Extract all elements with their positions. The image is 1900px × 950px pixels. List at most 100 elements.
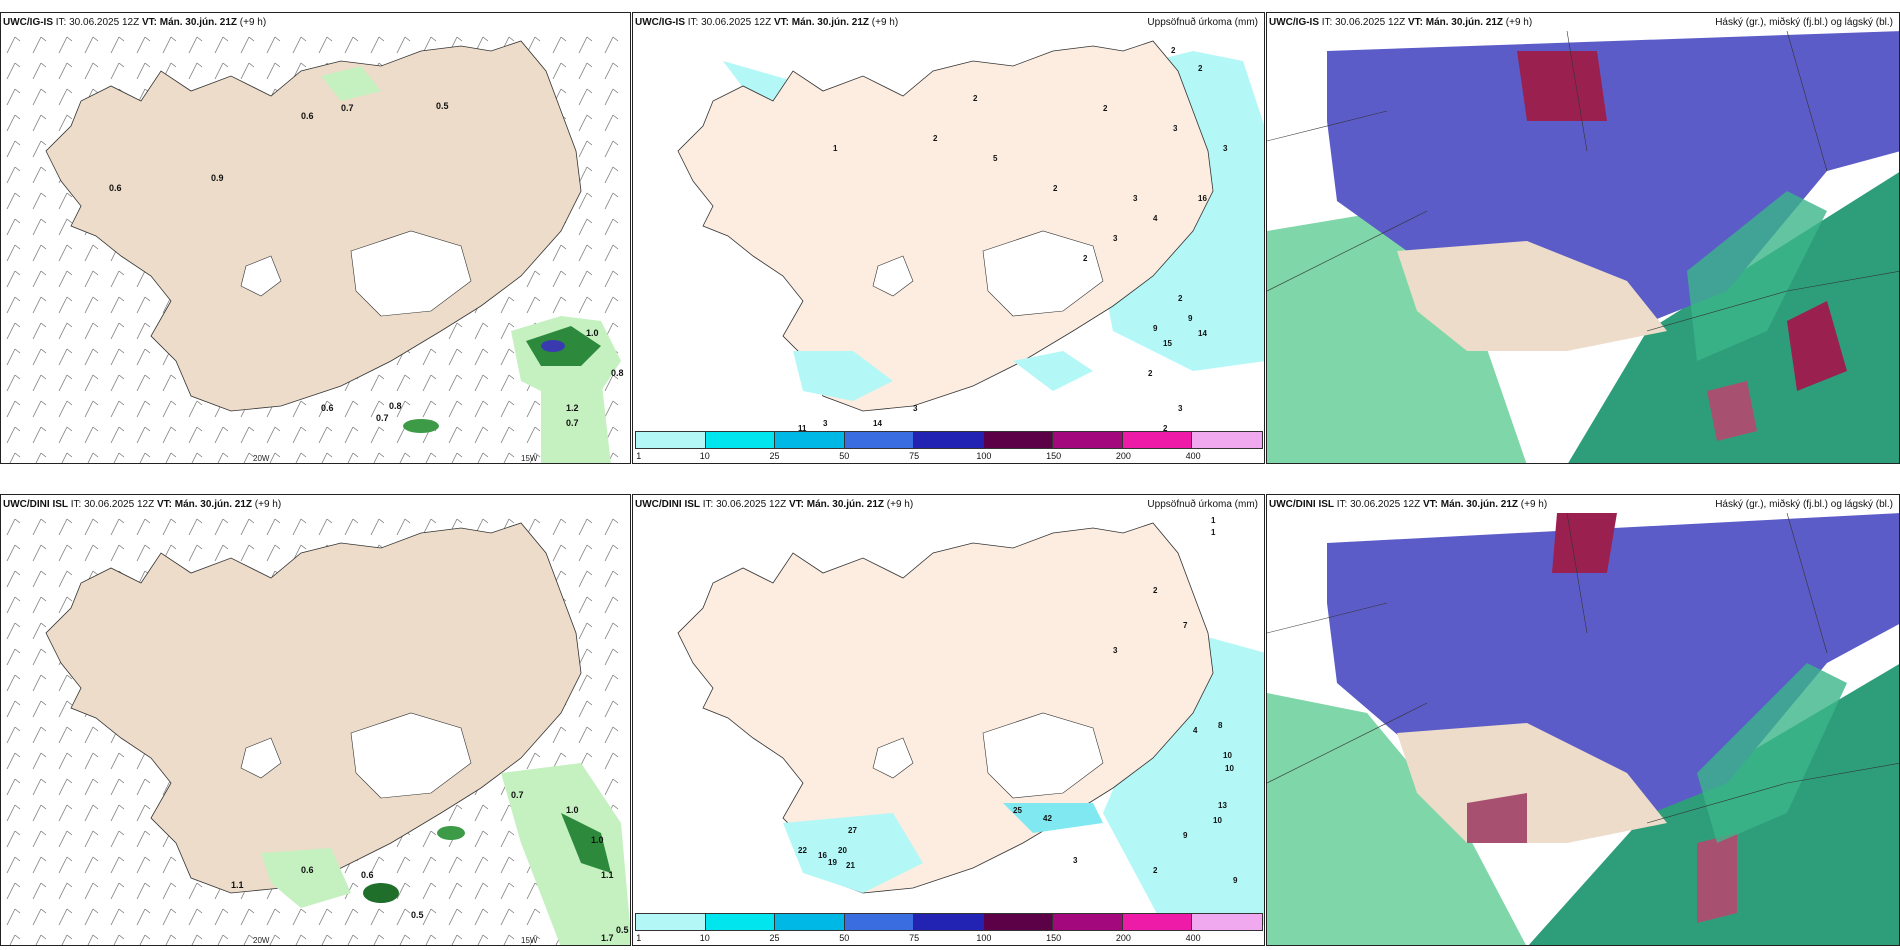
colorbar-swatch [983, 914, 1054, 930]
high-cloud-red [1787, 301, 1847, 391]
colorbar-swatch [636, 914, 706, 930]
svg-text:4: 4 [1153, 214, 1158, 223]
svg-text:3: 3 [1073, 856, 1078, 865]
svg-text:2: 2 [1178, 294, 1183, 303]
svg-text:2: 2 [1171, 46, 1176, 55]
svg-text:20W: 20W [253, 454, 270, 463]
colorbar-tick: 75 [909, 933, 920, 943]
colorbar-ticks: 1 10 25 50 75 100 150 200 400 [635, 933, 1263, 945]
panel-header: UWC/DINI ISL IT: 30.06.2025 12Z VT: Mán.… [635, 499, 914, 510]
colorbar-swatch [775, 914, 845, 930]
svg-text:14: 14 [873, 419, 882, 428]
colorbar-tick: 200 [1115, 451, 1131, 461]
high-cloud-red [1517, 51, 1607, 121]
accumulated-precip-panel-bottom: UWC/DINI ISL IT: 30.06.2025 12Z VT: Mán.… [632, 494, 1265, 946]
wind-precip-panel-bottom: UWC/DINI ISL IT: 30.06.2025 12Z VT: Mán.… [0, 494, 631, 946]
colorbar-swatch [775, 432, 845, 448]
colorbar-tick: 10 [699, 451, 710, 461]
svg-text:22: 22 [798, 846, 807, 855]
iceland-landmass [677, 40, 1214, 412]
iceland-landmass [677, 522, 1214, 894]
svg-text:0.6: 0.6 [109, 183, 122, 193]
svg-text:0.7: 0.7 [341, 103, 354, 113]
panel-title: Uppsöfnuð úrkoma (mm) [1147, 17, 1258, 28]
svg-text:3: 3 [1178, 404, 1183, 413]
svg-text:2: 2 [1153, 586, 1158, 595]
svg-text:2: 2 [1148, 369, 1153, 378]
svg-text:1.0: 1.0 [586, 328, 599, 338]
colorbar-tick: 75 [909, 451, 920, 461]
svg-text:3: 3 [1133, 194, 1138, 203]
svg-text:3: 3 [1173, 124, 1178, 133]
svg-text:0.5: 0.5 [616, 925, 629, 935]
svg-text:0.6: 0.6 [321, 403, 334, 413]
colorbar-ticks: 1 10 25 50 75 100 150 200 400 [635, 451, 1263, 463]
svg-text:9: 9 [1153, 324, 1158, 333]
svg-text:0.9: 0.9 [211, 173, 224, 183]
svg-text:4: 4 [1193, 726, 1198, 735]
svg-text:0.6: 0.6 [361, 870, 374, 880]
svg-text:19: 19 [828, 858, 837, 867]
svg-text:3: 3 [913, 404, 918, 413]
svg-text:0.5: 0.5 [411, 910, 424, 920]
svg-text:7: 7 [1183, 621, 1188, 630]
cloud-cover-panel-top: UWC/IG-IS IT: 30.06.2025 12Z VT: Mán. 30… [1266, 12, 1900, 464]
panel-header: UWC/IG-IS IT: 30.06.2025 12Z VT: Mán. 30… [635, 17, 899, 28]
svg-text:16: 16 [1198, 194, 1207, 203]
svg-text:9: 9 [1233, 876, 1238, 885]
svg-text:20: 20 [838, 846, 847, 855]
svg-text:0.6: 0.6 [301, 865, 314, 875]
colorbar-tick: 10 [699, 933, 710, 943]
colorbar-tick: 25 [769, 933, 780, 943]
panel-header: UWC/IG-IS IT: 30.06.2025 12Z VT: Mán. 30… [3, 17, 267, 28]
svg-text:0.8: 0.8 [389, 401, 402, 411]
accum-map: 2 2 3 2 3 2 2 1 5 2 3 4 3 2 16 2 9 9 15 … [633, 31, 1264, 443]
svg-text:5: 5 [993, 154, 998, 163]
svg-text:2: 2 [1153, 866, 1158, 875]
colorbar-swatch [983, 432, 1054, 448]
precip-green [501, 763, 630, 945]
iceland-landmass [45, 40, 582, 412]
mid-cloud [1687, 191, 1827, 361]
panel-header: UWC/DINI ISL IT: 30.06.2025 12Z VT: Mán.… [1269, 499, 1548, 510]
colorbar-swatch [636, 432, 706, 448]
colorbar-tick: 400 [1185, 933, 1201, 943]
svg-text:2: 2 [1163, 424, 1168, 433]
svg-text:27: 27 [848, 826, 857, 835]
colorbar-tick: 100 [976, 933, 992, 943]
svg-text:1.0: 1.0 [591, 835, 604, 845]
precip-green [541, 371, 611, 463]
colorbar-tick: 400 [1185, 451, 1201, 461]
svg-text:2: 2 [933, 134, 938, 143]
svg-text:2: 2 [1053, 184, 1058, 193]
svg-text:15W: 15W [521, 936, 538, 945]
svg-text:14: 14 [1198, 329, 1207, 338]
svg-text:9: 9 [1188, 314, 1193, 323]
cloud-map [1267, 513, 1899, 945]
colorbar-swatch [914, 432, 984, 448]
colorbar-swatch [1053, 432, 1123, 448]
panel-title: Háský (gr.), miðský (fj.bl.) og lágský (… [1715, 499, 1893, 510]
svg-text:25: 25 [1013, 806, 1022, 815]
svg-text:2: 2 [1198, 64, 1203, 73]
svg-text:1.1: 1.1 [231, 880, 244, 890]
high-cloud-red [1707, 381, 1757, 441]
svg-text:2: 2 [973, 94, 978, 103]
svg-text:10: 10 [1223, 751, 1232, 760]
accumulated-precip-panel-top: UWC/IG-IS IT: 30.06.2025 12Z VT: Mán. 30… [632, 12, 1265, 464]
high-cloud-red [1552, 513, 1617, 573]
svg-text:0.7: 0.7 [511, 790, 524, 800]
precip-cyan [783, 813, 923, 893]
svg-text:16: 16 [818, 851, 827, 860]
colorbar-swatch [1192, 432, 1262, 448]
colorbar-swatch [705, 914, 776, 930]
colorbar-swatch [1192, 914, 1262, 930]
svg-text:1.2: 1.2 [566, 403, 579, 413]
svg-text:1: 1 [1211, 528, 1216, 537]
precip-green [321, 66, 381, 101]
svg-text:1.1: 1.1 [601, 870, 614, 880]
svg-text:10: 10 [1213, 816, 1222, 825]
svg-text:13: 13 [1218, 801, 1227, 810]
wind-map: 1.1 0.6 0.6 1.0 0.7 1.1 0.5 1.0 0.5 1.7 … [1, 513, 630, 945]
svg-text:2: 2 [1083, 254, 1088, 263]
